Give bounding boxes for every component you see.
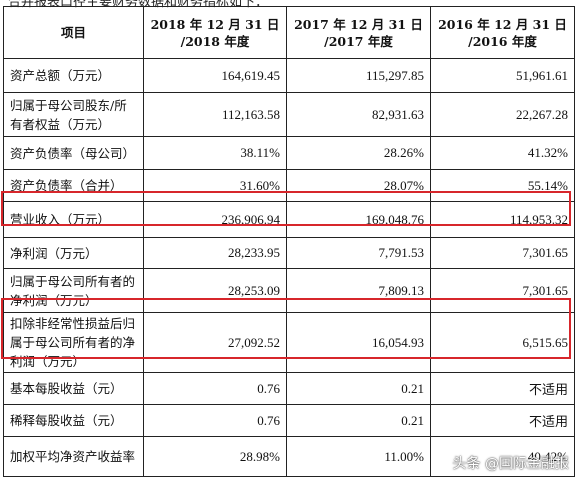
table-row: 净利润（万元） 28,233.95 7,791.53 7,301.65 [3,237,575,269]
header-2018: 2018 年 12 月 31 日/2018 年度 [143,6,287,59]
financial-data-table: 项目 2018 年 12 月 31 日/2018 年度 2017 年 12 月 … [3,6,575,477]
table-row: 稀释每股收益（元） 0.76 0.21 不适用 [3,404,575,437]
watermark: 头条 @国际金融报 [452,456,569,472]
table-row: 营业收入（万元） 236,906.94 169,048.76 114,953.3… [3,201,575,238]
table-row: 归属于母公司所有者的净利润（万元） 28,253.09 7,809.13 7,3… [3,268,575,313]
header-item: 项目 [3,6,144,59]
table-row: 资产总额（万元） 164,619.45 115,297.85 51,961.61 [3,58,575,93]
header-2017: 2017 年 12 月 31 日/2017 年度 [286,6,431,59]
table-row: 基本每股收益（元） 0.76 0.21 不适用 [3,372,575,405]
header-2016: 2016 年 12 月 31 日/2016 年度 [430,6,575,59]
table-row: 加权平均净资产收益率 28.98% 11.00% 40.42% [3,436,575,477]
cut-off-header-text: 合并报表口径主要财务数据和财务指标如下： [8,0,269,10]
table-row: 资产负债率（合并） 31.60% 28.07% 55.14% [3,169,575,202]
table-header-row: 项目 2018 年 12 月 31 日/2018 年度 2017 年 12 月 … [3,6,575,59]
table-row: 归属于母公司股东/所有者权益（万元） 112,163.58 82,931.63 … [3,92,575,137]
table-row: 扣除非经常性损益后归属于母公司所有者的净利润（万元） 27,092.52 16,… [3,312,575,373]
table-row: 资产负债率（母公司） 38.11% 28.26% 41.32% [3,136,575,170]
